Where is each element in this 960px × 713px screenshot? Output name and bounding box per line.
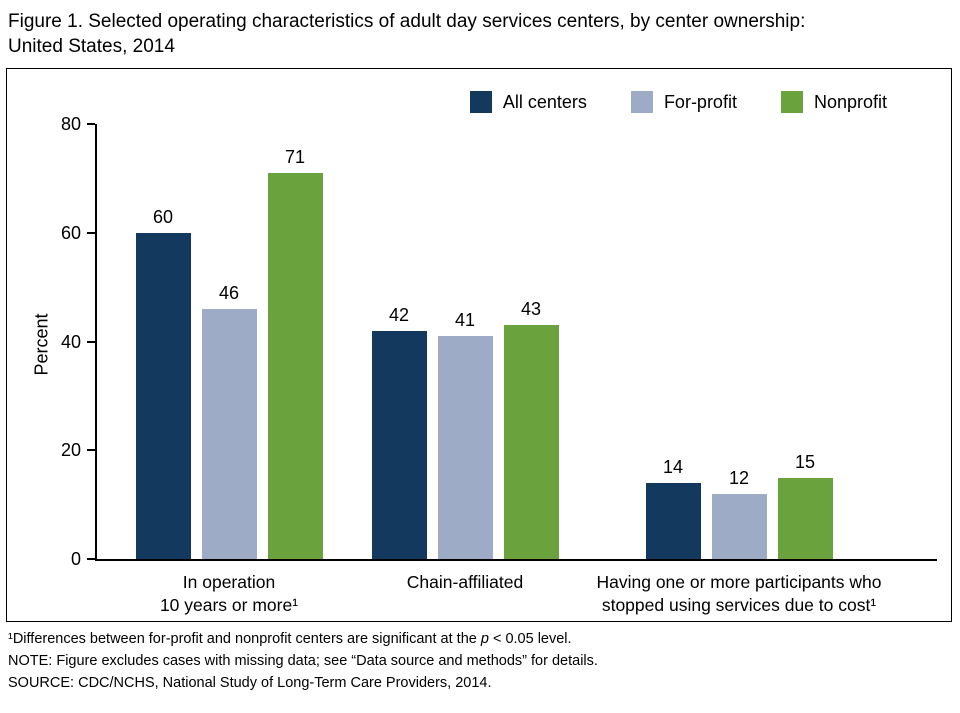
footnote-p-italic: p	[480, 631, 489, 648]
x-category-label: Chain-affiliated	[406, 572, 524, 593]
bar	[503, 325, 559, 560]
y-tick-label: 20	[60, 440, 81, 461]
bar	[645, 483, 701, 560]
footnotes: ¹Differences between for-profit and nonp…	[6, 622, 954, 694]
y-tick-label: 80	[60, 114, 81, 135]
y-tick-mark	[87, 449, 95, 452]
legend-item: Nonprofit	[780, 91, 887, 114]
legend-item: For-profit	[630, 91, 737, 114]
y-tick-label: 40	[60, 331, 81, 352]
bar-value-label: 71	[284, 147, 306, 168]
y-tick-mark	[87, 340, 95, 343]
bar-group: 14 12 15	[645, 451, 833, 560]
bar-value-label: 60	[152, 206, 174, 227]
x-category-label: Having one or more participants who stop…	[596, 572, 882, 615]
y-tick-mark	[87, 123, 95, 126]
bar-wrap: 71	[267, 147, 323, 560]
legend-swatch	[780, 91, 803, 114]
y-tick-mark	[87, 231, 95, 234]
legend-item: All centers	[469, 91, 587, 114]
bar-group: 60 46 71	[135, 147, 323, 560]
y-tick-label: 60	[60, 222, 81, 243]
legend-label: For-profit	[663, 91, 737, 112]
bar-group: 42 41 43	[371, 299, 559, 560]
bar-wrap: 43	[503, 299, 559, 560]
bar	[711, 493, 767, 560]
y-tick-label: 0	[70, 549, 81, 570]
bar-value-label: 14	[662, 457, 684, 478]
footnote-source: SOURCE: CDC/NCHS, National Study of Long…	[8, 674, 492, 691]
plot-area: 0 20 40 60 80 60 46 71 In operation 10 years or …	[61, 114, 937, 615]
bar	[267, 173, 323, 560]
legend-label: All centers	[502, 91, 587, 112]
chart-box: All centers For-profit Nonprofit Percent 0…	[6, 68, 952, 623]
bar-wrap: 60	[135, 206, 191, 560]
figure-title-line1: Figure 1. Selected operating characteris…	[8, 11, 806, 32]
bar-value-label: 12	[728, 467, 750, 488]
footnote-significance-level: < 0.05 level.	[488, 631, 572, 648]
bar-value-label: 41	[454, 310, 476, 331]
bar	[371, 330, 427, 560]
bar-value-label: 46	[218, 283, 240, 304]
bar	[135, 232, 191, 560]
figure-title: Figure 1. Selected operating characteris…	[6, 6, 954, 68]
bar-wrap: 15	[777, 451, 833, 560]
bar-value-label: 15	[794, 451, 816, 472]
bar-wrap: 42	[371, 304, 427, 560]
x-category-label: In operation 10 years or more¹	[159, 572, 299, 615]
figure-title-line2: United States, 2014	[8, 36, 175, 58]
bar	[777, 477, 833, 560]
bar	[437, 336, 493, 560]
bar-wrap: 14	[645, 457, 701, 560]
bar-wrap: 12	[711, 467, 767, 560]
chart-legend: All centers For-profit Nonprofit	[469, 91, 887, 114]
bar-wrap: 41	[437, 310, 493, 560]
legend-swatch	[469, 91, 492, 114]
bar	[201, 309, 257, 560]
legend-swatch	[630, 91, 653, 114]
footnote-significance: ¹Differences between for-profit and nonp…	[8, 629, 952, 651]
bar-wrap: 46	[201, 283, 257, 560]
bar-value-label: 43	[520, 299, 542, 320]
legend-label: Nonprofit	[813, 91, 887, 112]
bar-value-label: 42	[388, 304, 410, 325]
footnote-significance-text: ¹Differences between for-profit and nonp…	[8, 631, 481, 648]
footnote-note: NOTE: Figure excludes cases with missing…	[8, 652, 598, 669]
y-tick-mark	[87, 558, 95, 561]
